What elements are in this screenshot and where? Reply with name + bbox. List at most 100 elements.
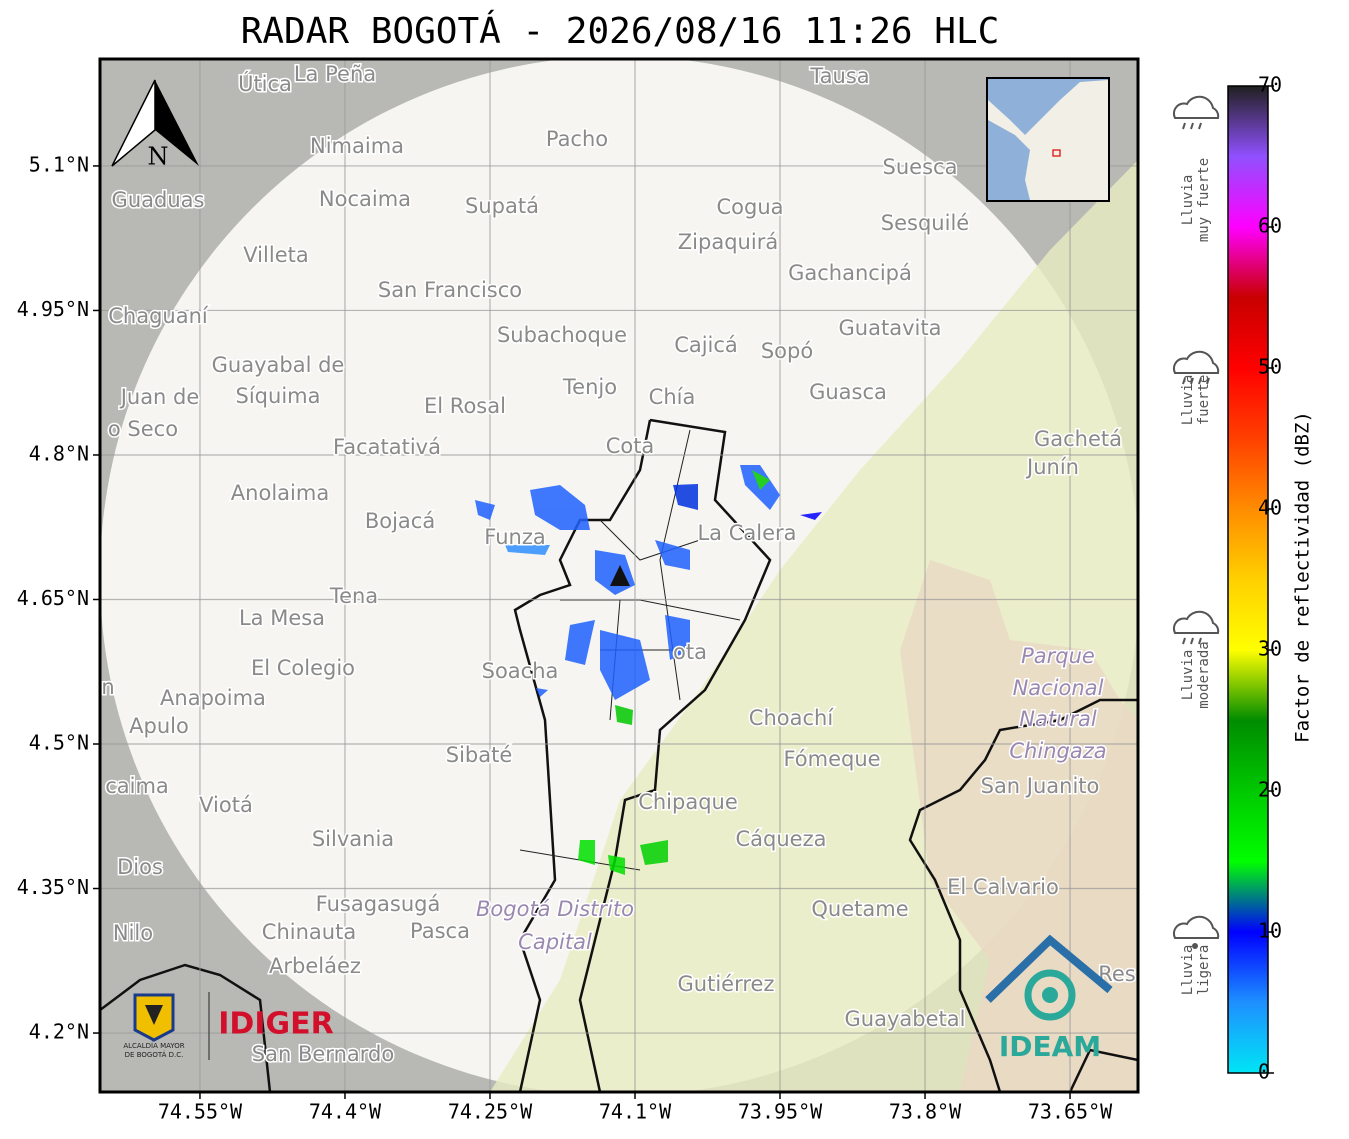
x-tick-label: 74.4°W — [309, 1100, 382, 1124]
place-label: Viotá — [199, 793, 253, 817]
place-label: Juan de — [119, 385, 200, 409]
colorbar-tick-label: 10 — [1258, 919, 1282, 943]
place-label: Capital — [518, 930, 592, 954]
place-label: Junín — [1025, 455, 1079, 479]
x-tick-label: 73.65°W — [1028, 1100, 1113, 1124]
ideam-logo: IDEAM — [985, 934, 1113, 1063]
x-tick-label: 74.25°W — [448, 1100, 533, 1124]
place-label: Tenjo — [562, 375, 617, 399]
place-label: Chipaque — [638, 790, 738, 814]
place-label: Guatavita — [839, 316, 942, 340]
place-label: Nilo — [113, 921, 153, 945]
place-label: Gachetá — [1034, 427, 1122, 451]
place-label: Zipaquirá — [678, 230, 778, 254]
legend-item: Lluvia moderada — [1172, 610, 1220, 709]
alcaldia-text: DE BOGOTÁ D.C. — [125, 1050, 184, 1059]
place-label: Tausa — [809, 64, 869, 88]
place-label: Anapoima — [160, 686, 266, 710]
place-label: Cota — [606, 434, 655, 458]
place-label: Anolaima — [231, 481, 329, 505]
rain-drop — [1190, 377, 1194, 385]
north-arrow: N — [111, 79, 199, 171]
place-label: Quetame — [811, 897, 908, 921]
place-label: Cajicá — [674, 333, 738, 357]
x-tick-label: 74.55°W — [158, 1100, 243, 1124]
radar-site — [610, 565, 630, 586]
place-label: Guaduas — [112, 188, 205, 212]
place-label: Tena — [329, 584, 378, 608]
rain-drop — [1190, 122, 1194, 130]
place-label: Chía — [649, 385, 696, 409]
place-label: Natural — [1019, 707, 1097, 731]
place-label: La Mesa — [239, 606, 325, 630]
legend-label: moderada — [1196, 641, 1212, 708]
place-label: Guasca — [809, 380, 887, 404]
place-label: Subachoque — [497, 323, 627, 347]
place-label: Bogotá Distrito — [476, 897, 634, 921]
colorbar-tick-label: 0 — [1258, 1060, 1270, 1084]
place-label: Fómeque — [783, 747, 880, 771]
inset-map — [986, 77, 1110, 202]
place-label: El Rosal — [424, 394, 506, 418]
place-label: Sopó — [761, 339, 813, 363]
place-label: Arbeláez — [269, 954, 361, 978]
place-label: San Juanito — [981, 774, 1100, 798]
place-label: El Colegio — [251, 656, 355, 680]
place-label: ota — [673, 640, 707, 664]
place-label: Chinauta — [262, 920, 356, 944]
place-label: Soacha — [482, 659, 559, 683]
place-label: Silvania — [312, 827, 394, 851]
place-label: Suesca — [883, 155, 958, 179]
y-tick-label: 4.65°N — [17, 586, 89, 610]
rain-drop — [1198, 122, 1202, 130]
place-label: Nocaima — [319, 187, 411, 211]
place-label: Res — [1098, 962, 1136, 986]
y-tick-label: 4.2°N — [29, 1020, 89, 1044]
place-label: Cogua — [716, 195, 783, 219]
legend-label: Lluvia — [1180, 175, 1196, 226]
colorbar-tick-label: 30 — [1258, 637, 1282, 661]
rain-drop — [1190, 637, 1194, 645]
map: Útica La Peña Tausa Pacho Nimaima Suesca Guadu… — [100, 59, 1138, 1092]
x-tick-label: 73.8°W — [889, 1100, 962, 1124]
rain-drop — [1198, 637, 1202, 645]
rain-drop — [1192, 943, 1198, 949]
weather-icon — [1172, 350, 1220, 374]
title: RADAR BOGOTÁ - 2026/08/16 11:26 HLC — [241, 10, 1000, 52]
place-label: Fusagasugá — [316, 892, 441, 916]
legend-item: Lluvia muy fuerte — [1172, 95, 1220, 242]
place-label: La Peña — [294, 62, 376, 86]
weather-icon — [1172, 95, 1220, 119]
place-label: Pasca — [410, 919, 470, 943]
weather-icon — [1172, 610, 1220, 634]
place-label: San Bernardo — [252, 1042, 394, 1066]
legend-label: Lluvia — [1180, 650, 1196, 701]
place-label: Funza — [484, 525, 545, 549]
weather-icon — [1172, 915, 1220, 939]
legend-label: Lluvia — [1180, 375, 1196, 426]
place-label: Parque — [1021, 644, 1095, 668]
place-label: Sibaté — [446, 743, 513, 767]
radar-echoes — [475, 465, 822, 875]
place-label: Guayabetal — [845, 1007, 966, 1031]
place-label: San Francisco — [378, 278, 522, 302]
place-label: Pacho — [546, 127, 608, 151]
place-label: Cáqueza — [736, 827, 827, 851]
legend-label: ligera — [1196, 945, 1212, 996]
rain-drop — [1182, 637, 1186, 645]
colorbar-tick-label: 70 — [1258, 73, 1282, 97]
legend-item: Lluvia ligera — [1172, 915, 1220, 996]
y-tick-label: 5.1°N — [29, 152, 89, 176]
legend-item: Lluvia fuerte — [1172, 350, 1220, 426]
alcaldia-logo: ALCALDÍA MAYOR DE BOGOTÁ D.C. IDIGER — [123, 992, 334, 1060]
place-label: Apulo — [129, 714, 189, 738]
place-label: Villeta — [243, 243, 308, 267]
boundary — [908, 698, 1138, 1092]
place-label: o Seco — [108, 417, 178, 441]
rain-drop — [1182, 122, 1186, 130]
idiger-logo: IDIGER — [218, 1007, 333, 1042]
legend-label: fuerte — [1196, 375, 1212, 426]
colorbar-tick-label: 40 — [1258, 496, 1282, 520]
map-frame — [98, 57, 1140, 1094]
